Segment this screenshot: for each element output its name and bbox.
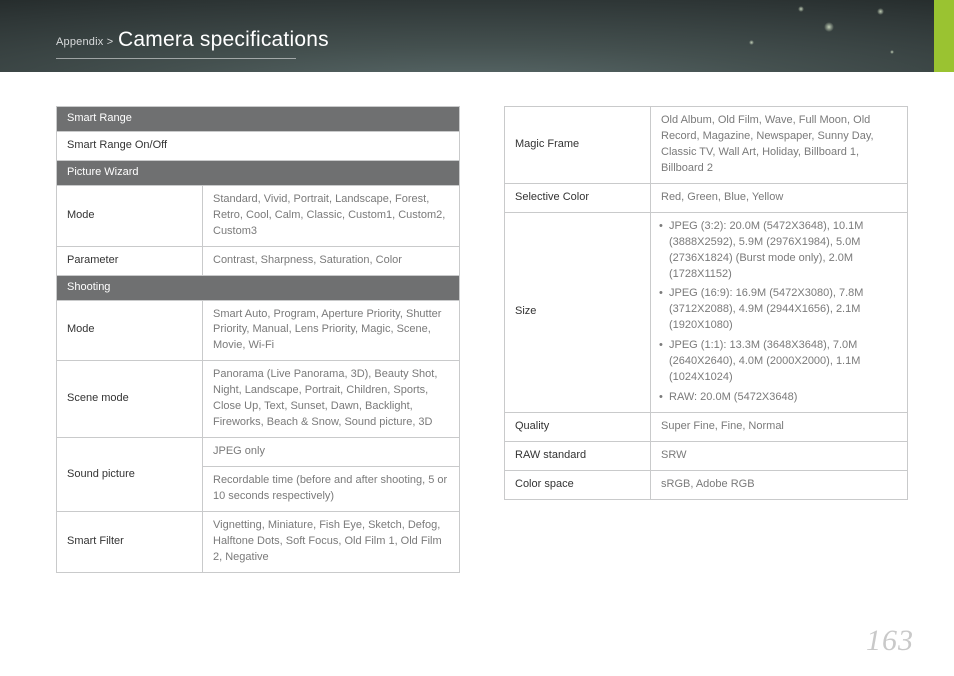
spec-key: Smart Filter [57, 511, 203, 572]
spec-key: Quality [505, 413, 651, 442]
spec-value: Recordable time (before and after shooti… [203, 467, 460, 512]
right-column: Magic FrameOld Album, Old Film, Wave, Fu… [504, 106, 908, 500]
spec-key: Selective Color [505, 183, 651, 212]
page-header: Appendix > Camera specifications [0, 0, 954, 72]
list-item: JPEG (16:9): 16.9M (5472X3080), 7.8M (37… [655, 286, 899, 334]
spec-value: SRW [651, 441, 908, 470]
spec-value: Old Album, Old Film, Wave, Full Moon, Ol… [651, 107, 908, 184]
spec-key: Mode [57, 185, 203, 246]
accent-tab [934, 0, 954, 72]
spec-value: Red, Green, Blue, Yellow [651, 183, 908, 212]
spec-value: Smart Auto, Program, Aperture Priority, … [203, 300, 460, 361]
spec-key: Color space [505, 470, 651, 499]
spec-key: Scene mode [57, 361, 203, 438]
breadcrumb: Appendix > [56, 36, 113, 48]
left-column: Smart RangeSmart Range On/OffPicture Wiz… [56, 106, 460, 573]
spec-value: sRGB, Adobe RGB [651, 470, 908, 499]
spec-value: Vignetting, Miniature, Fish Eye, Sketch,… [203, 511, 460, 572]
spec-table-left: Smart RangeSmart Range On/OffPicture Wiz… [56, 106, 460, 573]
spec-value-list: JPEG (3:2): 20.0M (5472X3648), 10.1M (38… [651, 212, 908, 412]
spec-key: Mode [57, 300, 203, 361]
page-number: 163 [866, 624, 914, 658]
spec-key: Size [505, 212, 651, 412]
section-heading: Picture Wizard [57, 160, 460, 185]
section-heading: Shooting [57, 275, 460, 300]
spec-key: RAW standard [505, 441, 651, 470]
spec-value: Standard, Vivid, Portrait, Landscape, Fo… [203, 185, 460, 246]
page-title: Camera specifications [118, 28, 329, 52]
section-heading: Smart Range [57, 107, 460, 132]
spec-key: Parameter [57, 246, 203, 275]
list-item: JPEG (1:1): 13.3M (3648X3648), 7.0M (264… [655, 338, 899, 386]
spec-value: Smart Range On/Off [57, 131, 460, 160]
spec-table-right: Magic FrameOld Album, Old Film, Wave, Fu… [504, 106, 908, 500]
list-item: JPEG (3:2): 20.0M (5472X3648), 10.1M (38… [655, 219, 899, 283]
list-item: RAW: 20.0M (5472X3648) [655, 390, 899, 406]
spec-value: JPEG only [203, 438, 460, 467]
spec-key: Sound picture [57, 438, 203, 512]
content-area: Smart RangeSmart Range On/OffPicture Wiz… [56, 106, 914, 676]
spec-value: Super Fine, Fine, Normal [651, 413, 908, 442]
spec-value: Contrast, Sharpness, Saturation, Color [203, 246, 460, 275]
spec-value: Panorama (Live Panorama, 3D), Beauty Sho… [203, 361, 460, 438]
spec-key: Magic Frame [505, 107, 651, 184]
